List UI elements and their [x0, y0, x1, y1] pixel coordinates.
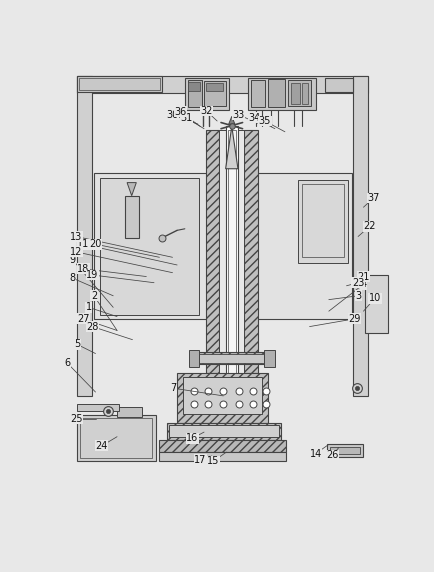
Bar: [80, 418, 152, 458]
Bar: [159, 452, 286, 462]
Bar: [77, 415, 155, 462]
Bar: [267, 80, 284, 107]
Bar: [287, 80, 310, 106]
Bar: [77, 404, 119, 411]
Bar: [243, 130, 257, 373]
Bar: [77, 76, 161, 92]
Polygon shape: [225, 126, 237, 169]
Text: 17: 17: [194, 455, 206, 465]
Bar: [117, 407, 141, 416]
Bar: [227, 130, 235, 373]
Bar: [263, 349, 274, 367]
Bar: [196, 352, 266, 364]
Bar: [167, 423, 280, 440]
Text: 3: 3: [354, 291, 360, 301]
Text: 26: 26: [326, 450, 338, 460]
Text: 14: 14: [309, 448, 321, 459]
Bar: [250, 80, 264, 107]
Text: 33: 33: [232, 110, 244, 120]
Bar: [326, 444, 363, 456]
Bar: [297, 180, 347, 264]
Text: 34: 34: [247, 113, 260, 123]
Text: 2: 2: [91, 291, 97, 301]
Bar: [183, 376, 261, 414]
Polygon shape: [228, 116, 234, 124]
Text: 5: 5: [74, 339, 80, 349]
Text: 19: 19: [86, 270, 99, 280]
Bar: [290, 82, 299, 104]
Bar: [206, 84, 223, 91]
Bar: [187, 82, 200, 91]
Bar: [352, 76, 367, 396]
Bar: [329, 447, 359, 454]
Bar: [204, 81, 225, 106]
Text: 10: 10: [368, 293, 380, 303]
Bar: [188, 349, 199, 367]
Bar: [94, 173, 351, 319]
Bar: [301, 184, 343, 257]
Bar: [199, 353, 263, 363]
Text: 4: 4: [360, 279, 366, 289]
Text: 30: 30: [166, 110, 178, 120]
Text: 35: 35: [258, 116, 270, 126]
Text: 23: 23: [351, 277, 363, 288]
Text: 13: 13: [70, 232, 82, 241]
Bar: [225, 126, 237, 376]
Bar: [247, 78, 315, 110]
Text: 32: 32: [200, 106, 212, 116]
Bar: [159, 440, 286, 452]
Bar: [219, 130, 243, 373]
Bar: [324, 78, 352, 92]
Text: 9: 9: [69, 255, 75, 265]
Text: 37: 37: [366, 193, 379, 203]
Text: 36: 36: [174, 107, 186, 117]
Text: 7: 7: [170, 383, 176, 393]
Text: 27: 27: [77, 314, 89, 324]
Bar: [301, 82, 307, 104]
Bar: [100, 178, 198, 315]
Text: 16: 16: [186, 433, 198, 443]
Text: 18: 18: [77, 264, 89, 274]
Text: 22: 22: [362, 221, 375, 232]
Bar: [77, 76, 92, 396]
Text: 6: 6: [64, 358, 70, 368]
Text: 12: 12: [70, 247, 82, 257]
Bar: [79, 78, 160, 90]
Text: 20: 20: [89, 239, 102, 249]
Polygon shape: [127, 182, 136, 196]
Text: 25: 25: [70, 414, 82, 424]
Text: 28: 28: [86, 321, 99, 332]
Text: 29: 29: [347, 314, 360, 324]
Bar: [177, 373, 267, 423]
Text: 15: 15: [207, 456, 219, 466]
Text: 11: 11: [77, 239, 89, 249]
Bar: [125, 196, 138, 238]
Bar: [169, 425, 278, 438]
Text: 1: 1: [85, 303, 92, 312]
Text: 21: 21: [356, 272, 369, 281]
Bar: [187, 80, 201, 107]
Text: 24: 24: [95, 441, 108, 451]
Bar: [184, 78, 229, 110]
Bar: [205, 130, 219, 373]
Bar: [77, 76, 367, 93]
Bar: [364, 275, 387, 333]
Text: 31: 31: [180, 113, 192, 123]
Text: 8: 8: [69, 273, 75, 283]
